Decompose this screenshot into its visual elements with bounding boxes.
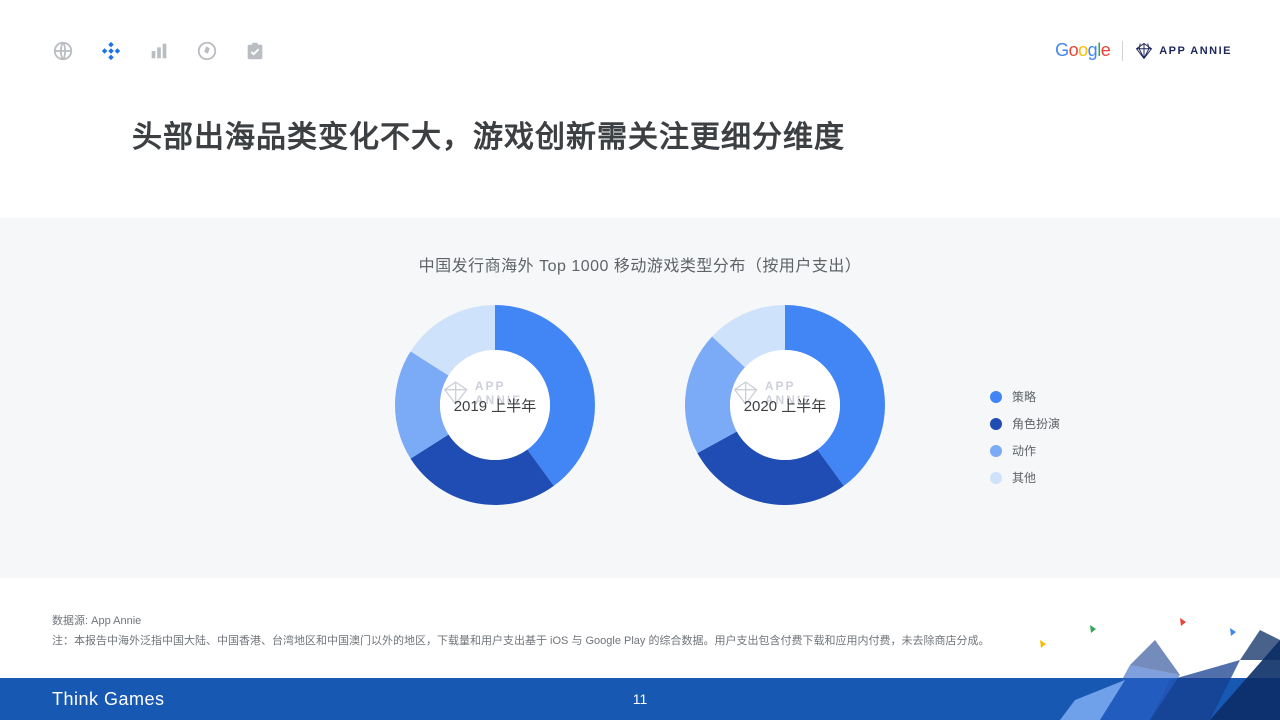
brand-logos: Google APP ANNIE — [1055, 40, 1232, 61]
diamond-icon — [1135, 42, 1153, 60]
donut-chart: APP ANNIE2019 上半年 — [390, 300, 600, 510]
slide: Google APP ANNIE 头部出海品类变化不大，游戏创新需关注更细分维度… — [0, 0, 1280, 720]
legend-label: 角色扮演 — [1012, 415, 1060, 432]
chart-subtitle: 中国发行商海外 Top 1000 移动游戏类型分布（按用户支出） — [0, 252, 1280, 276]
top-nav — [52, 40, 266, 62]
donut-chart: APP ANNIE2020 上半年 — [680, 300, 890, 510]
legend: 策略角色扮演动作其他 — [990, 388, 1060, 486]
page-title: 头部出海品类变化不大，游戏创新需关注更细分维度 — [132, 112, 845, 156]
appannie-logo: APP ANNIE — [1135, 42, 1232, 60]
compass-icon[interactable] — [196, 40, 218, 62]
footer-bar: Think Games 11 — [0, 678, 1280, 720]
footer-title: Think Games — [52, 689, 165, 710]
footnote-note: 注：本报告中海外泛指中国大陆、中国香港、台湾地区和中国澳门以外的地区，下载量和用… — [52, 632, 1228, 648]
legend-item: 其他 — [990, 469, 1060, 486]
legend-item: 角色扮演 — [990, 415, 1060, 432]
legend-swatch — [990, 418, 1002, 430]
footnote-source: 数据源: App Annie — [52, 612, 1228, 628]
legend-swatch — [990, 445, 1002, 457]
donut-center-label: 2019 上半年 — [390, 300, 600, 510]
legend-item: 动作 — [990, 442, 1060, 459]
bars-icon[interactable] — [148, 40, 170, 62]
appannie-label: APP ANNIE — [1159, 45, 1232, 57]
checklist-icon[interactable] — [244, 40, 266, 62]
legend-label: 策略 — [1012, 388, 1036, 405]
globe-icon[interactable] — [52, 40, 74, 62]
chart-section: 中国发行商海外 Top 1000 移动游戏类型分布（按用户支出） APP ANN… — [0, 218, 1280, 578]
footnotes: 数据源: App Annie 注：本报告中海外泛指中国大陆、中国香港、台湾地区和… — [52, 612, 1228, 648]
legend-item: 策略 — [990, 388, 1060, 405]
footer-page-number: 11 — [633, 691, 648, 707]
legend-swatch — [990, 391, 1002, 403]
legend-label: 其他 — [1012, 469, 1036, 486]
donut-center-label: 2020 上半年 — [680, 300, 890, 510]
logo-separator — [1122, 41, 1123, 61]
donut-row: APP ANNIE2019 上半年 APP ANNIE2020 上半年 — [0, 300, 1280, 510]
legend-label: 动作 — [1012, 442, 1036, 459]
diamond-cluster-icon[interactable] — [100, 40, 122, 62]
legend-swatch — [990, 472, 1002, 484]
google-logo: Google — [1055, 40, 1110, 61]
